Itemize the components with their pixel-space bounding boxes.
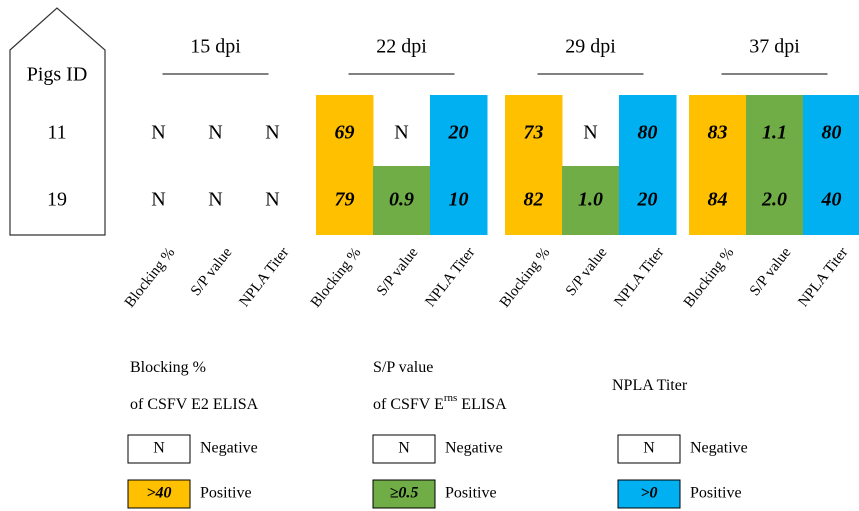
cell-value: 84 [708,189,728,211]
positive-cell [619,166,677,235]
positive-cell [689,166,747,235]
cell-value: 10 [449,189,469,211]
cell-value: N [265,122,279,144]
column-label: NPLA Titer [611,245,667,310]
cell-value: N [394,122,408,144]
legend-negative-box [127,434,191,464]
cell-value: N [208,122,222,144]
cell-value: 69 [335,122,355,144]
cell-value: 0.9 [389,189,414,211]
group-header: 22 dpi [376,36,427,58]
positive-cell [803,166,859,235]
cell-value: 2.0 [761,189,787,211]
legend-title: of CSFV E2 ELISA [130,396,259,413]
cell-value: 73 [524,122,544,144]
cell-value: 80 [822,122,842,144]
column-label: Blocking % [122,245,178,311]
pigs-id-label: Pigs ID [27,64,88,86]
row-label: 11 [47,122,66,144]
group-header: 29 dpi [565,36,616,58]
legend-positive-key: >0 [640,485,657,502]
cell-value: N [208,189,222,211]
legend-positive: Positive [445,485,497,502]
cell-value: 79 [335,189,355,211]
column-label: S/P value [747,244,795,299]
legend-title-part: NPLA Titer [612,377,688,394]
legend-positive-box [372,479,436,509]
column-label: Blocking % [308,245,364,311]
cell-value: N [265,189,279,211]
positive-cell [316,95,374,166]
group-header: 37 dpi [749,36,800,58]
cell-value: N [151,189,165,211]
legend-title: Blocking % [130,359,206,376]
positive-cell [505,95,563,166]
positive-cell [803,95,859,166]
legend-title-part: of CSFV E2 ELISA [130,396,259,413]
row-label: 19 [47,189,67,211]
positive-cell [562,166,620,235]
positive-cell [430,95,488,166]
positive-cell [746,95,804,166]
legend-positive: Positive [690,485,742,502]
cell-value: 20 [637,189,658,211]
column-label: Blocking % [497,245,553,311]
legend-negative: Negative [690,440,748,457]
cell-value: 20 [448,122,469,144]
cell-value: 1.0 [578,189,603,211]
cell-value: 80 [638,122,658,144]
group-header: 15 dpi [190,36,241,58]
cell-value: 40 [821,189,842,211]
column-label: S/P value [563,244,611,299]
column-label: Blocking % [681,245,737,311]
legend-positive: Positive [200,485,252,502]
column-label: NPLA Titer [236,245,292,310]
cell-value: 82 [524,189,544,211]
legend-title: S/P value [373,359,433,376]
column-label: S/P value [374,244,422,299]
legend-positive-box [617,479,681,509]
legend-negative: Negative [445,440,503,457]
positive-cell [316,166,374,235]
legend-title-part: S/P value [373,359,433,376]
legend-negative-box [372,434,436,464]
legend-title-part: of CSFV E [373,396,444,413]
cell-value: 1.1 [762,122,787,144]
legend-title-sup: rns [444,392,457,404]
cell-value: 83 [708,122,728,144]
legend-negative-key: N [643,440,655,457]
legend-positive-box [127,479,191,509]
positive-cell [619,95,677,166]
positive-cell [746,166,804,235]
legend-title: NPLA Titer [612,377,688,394]
positive-cell [689,95,747,166]
column-label: NPLA Titer [795,245,851,310]
legend-title-part: ELISA [457,396,507,413]
legend-negative-box [617,434,681,464]
legend-negative-key: N [153,440,165,457]
positive-cell [505,166,563,235]
legend-title: of CSFV Erns ELISA [373,392,507,413]
pigs-id-box [9,7,106,236]
legend-title-part: Blocking % [130,359,206,376]
positive-cell [373,166,431,235]
column-label: S/P value [188,244,236,299]
column-label: NPLA Titer [422,245,478,310]
cell-value: N [151,122,165,144]
legend-positive-key: >40 [146,485,171,502]
positive-cell [430,166,488,235]
legend-negative: Negative [200,440,258,457]
legend-negative-key: N [398,440,410,457]
legend-positive-key: ≥0.5 [390,485,419,502]
cell-value: N [583,122,597,144]
